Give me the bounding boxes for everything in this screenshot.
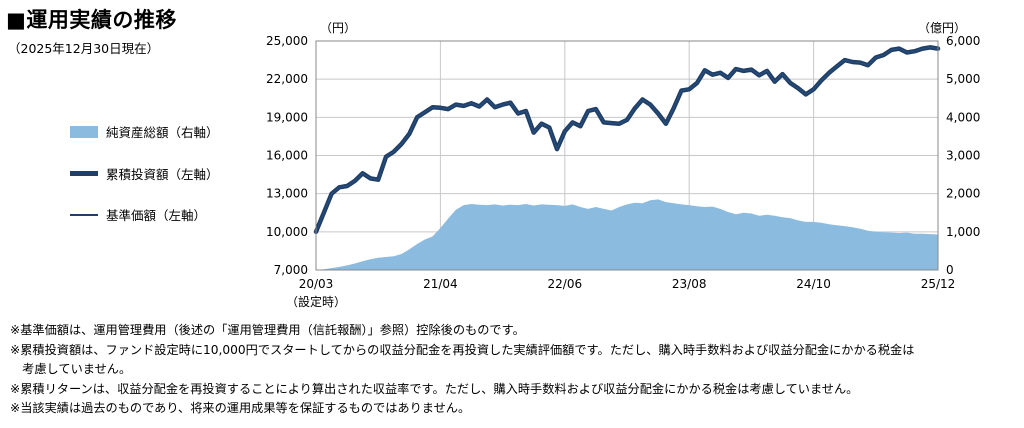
left-axis-tick-label: 10,000 [266,225,308,239]
left-axis-tick-label: 19,000 [266,110,308,124]
left-axis-unit: （円） [320,21,356,35]
right-axis-tick-label: 2,000 [946,187,980,201]
performance-chart: 25,000 22,000 19,000 16,000 13,000 10,000 7,00… [266,21,980,309]
legend-item-cumulative-investment: 累積投資額（左軸） [70,164,219,183]
plot-frame [315,40,939,271]
legend-label-nav: 基準価額（左軸） [106,208,207,223]
x-axis-tick-label: 25/12 [921,277,956,291]
right-axis-unit: （億円） [918,21,966,35]
net-assets-area [316,199,938,270]
left-axis-tick-label: 25,000 [266,34,308,48]
right-axis-tick-label: 4,000 [946,110,980,124]
x-axis-tick-label: 23/08 [672,277,707,291]
right-axis-tick-label: 3,000 [946,149,980,163]
page-title: ■運用実績の推移 [6,8,177,32]
footnote: ※累積投資額は、ファンド設定時に10,000円でスタートしてからの収益分配金を再… [10,342,915,357]
footnote: ※累積リターンは、収益分配金を再投資することにより算出された収益率です。ただし、… [10,381,859,396]
x-axis-start-note: （設定時） [286,294,346,309]
right-axis-tick-label: 0 [946,263,954,277]
right-axis-tick-label: 1,000 [946,225,980,239]
footnotes: ※基準価額は、運用管理費用（後述の「運用管理費用（信託報酬）」参照）控除後のもの… [10,321,1014,419]
as-of-date: （2025年12月30日現在） [8,41,160,56]
right-axis-tick-label: 6,000 [946,34,980,48]
legend-swatch-area [70,125,98,138]
legend-label-net-assets: 純資産総額（右軸） [106,125,219,140]
footnote: 考慮していません。 [10,362,132,376]
left-axis-tick-label: 7,000 [274,263,308,277]
footnote: ※当該実績は過去のものであり、将来の運用成果等を保証するものではありません。 [10,401,471,415]
left-axis-tick-label: 16,000 [266,149,308,163]
x-axis-tick-label: 21/04 [423,277,458,291]
left-axis-tick-label: 22,000 [266,72,308,86]
x-axis-tick-label: 24/10 [796,277,831,291]
footnote: ※基準価額は、運用管理費用（後述の「運用管理費用（信託報酬）」参照）控除後のもの… [10,323,525,337]
legend-item-net-assets: 純資産総額（右軸） [70,122,219,141]
legend-item-nav: 基準価額（左軸） [70,205,206,224]
left-axis-tick-label: 13,000 [266,187,308,201]
legend-label-cumulative-investment: 累積投資額（左軸） [106,167,219,182]
x-axis-tick-label: 20/03 [299,277,334,291]
legend-swatch-thick-line [70,171,98,176]
right-axis-tick-label: 5,000 [946,72,980,86]
x-axis-tick-label: 22/06 [548,277,583,291]
legend-swatch-thin-line [70,213,98,216]
cumulative-investment-line [313,45,941,235]
nav-line [315,46,939,232]
